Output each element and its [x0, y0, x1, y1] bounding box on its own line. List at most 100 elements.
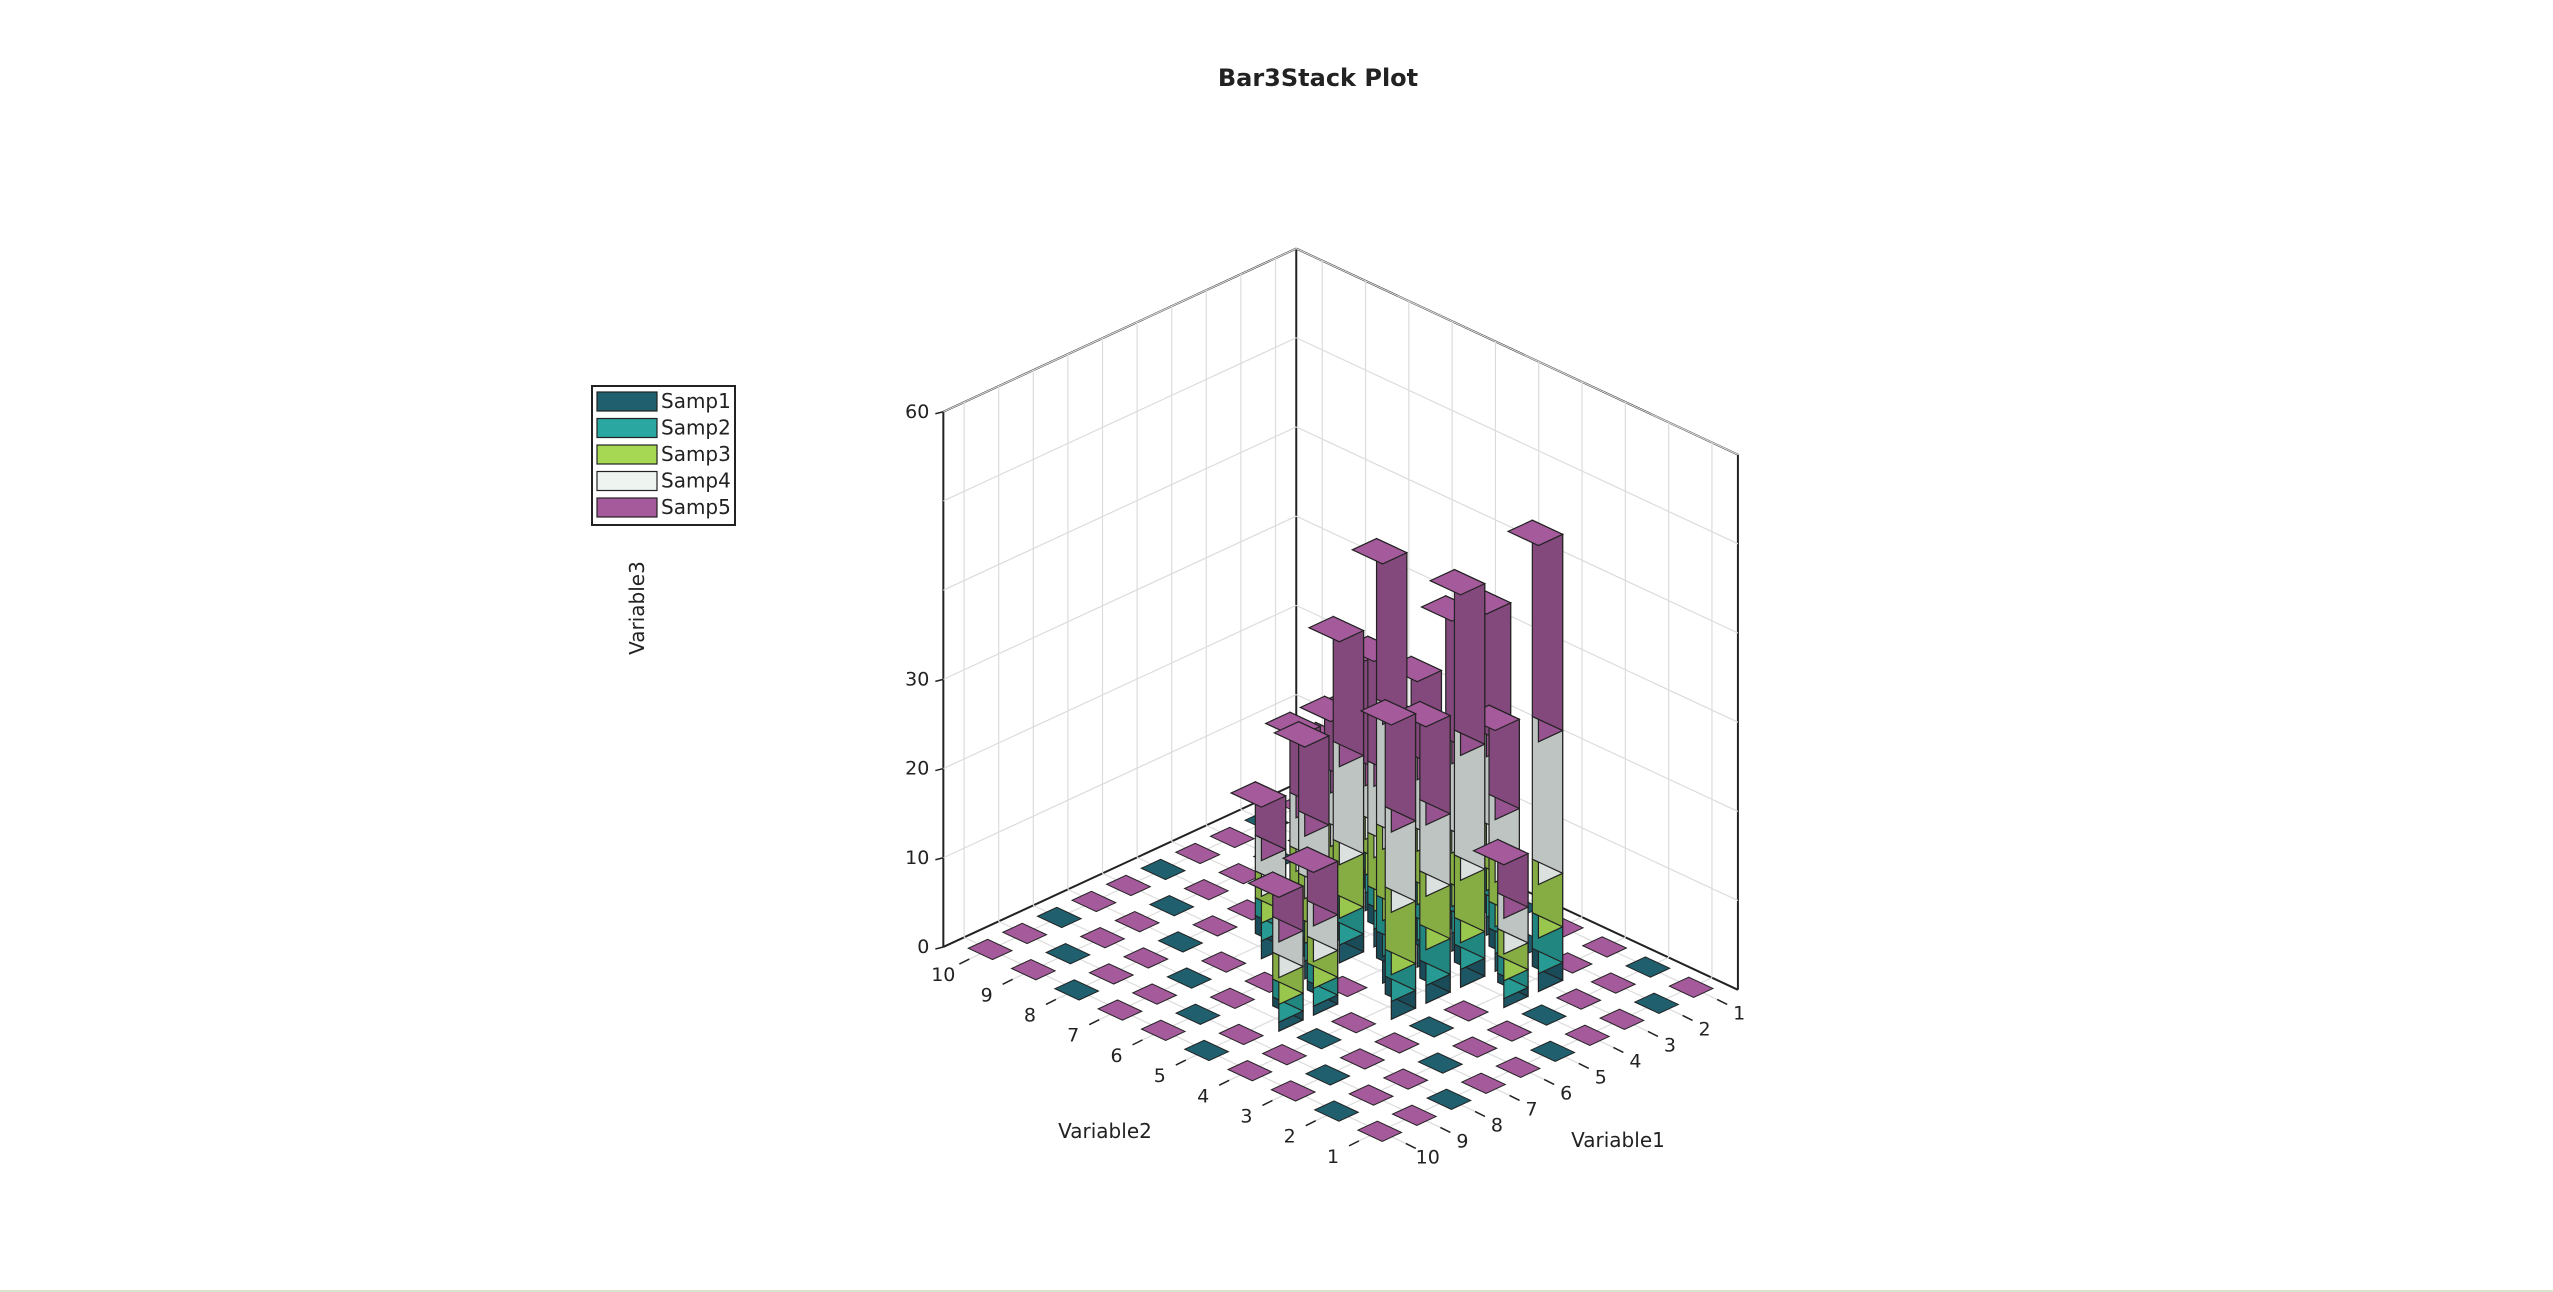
x-tick-label: 8 [1491, 1114, 1503, 1136]
floor-marker [1382, 1068, 1429, 1090]
z-tick-label: 10 [905, 847, 929, 869]
legend-swatch-samp5 [596, 497, 658, 518]
floor-marker [1261, 1043, 1308, 1066]
bar-segment-samp5 [1453, 568, 1486, 746]
floor-marker [1348, 1084, 1395, 1106]
floor-marker [1218, 1023, 1265, 1046]
legend-label-samp4: Samp4 [661, 469, 731, 493]
floor-marker [1131, 983, 1178, 1005]
floor-marker [1217, 862, 1264, 885]
z-tick-label: 20 [905, 758, 929, 780]
x-tick-label: 10 [1416, 1146, 1440, 1168]
legend-swatch-samp1 [596, 391, 658, 412]
floor-marker [1209, 826, 1256, 849]
bar-top [1272, 721, 1331, 748]
y-tick-label: 9 [981, 984, 993, 1006]
bar-top [1281, 846, 1340, 874]
y-tick-label: 6 [1110, 1045, 1122, 1067]
floor-marker [1443, 1000, 1490, 1022]
bar-segment-samp4 [1531, 715, 1564, 875]
floor-marker [1460, 1072, 1507, 1094]
floor-marker [1200, 951, 1247, 973]
floor-marker [1339, 1048, 1386, 1070]
floor-marker [1417, 1052, 1464, 1074]
floor-marker [1140, 858, 1187, 881]
floor-marker [1044, 942, 1091, 965]
stacked-bars [1229, 519, 1565, 1033]
floor-marker [1174, 1003, 1221, 1025]
bar-top [1506, 519, 1565, 547]
z-tick-label: 60 [905, 401, 929, 423]
legend-swatch-samp3 [596, 444, 658, 465]
floor-marker [1521, 1004, 1568, 1026]
floor-marker [1451, 1036, 1498, 1058]
y-tick-label: 3 [1240, 1105, 1252, 1127]
y-tick-label: 4 [1197, 1085, 1209, 1107]
floor-marker [1425, 1088, 1472, 1110]
x-tick-label: 6 [1560, 1082, 1572, 1104]
legend-swatch-samp4 [596, 470, 658, 492]
floor-marker [967, 938, 1014, 961]
floor-marker [1564, 1024, 1611, 1046]
bar-top [1350, 537, 1409, 565]
x-tick-label: 4 [1629, 1050, 1641, 1072]
legend-swatch-samp2 [596, 417, 658, 439]
floor-marker [1486, 1020, 1533, 1042]
bar-top [1428, 568, 1487, 596]
floor-marker [1408, 1016, 1455, 1038]
x-tick-label: 7 [1526, 1098, 1538, 1120]
y-tick-label: 5 [1154, 1065, 1166, 1087]
floor-marker [1590, 972, 1637, 994]
y-tick-label: 10 [931, 964, 955, 986]
floor-marker [1053, 979, 1100, 1001]
floor-marker [1529, 1040, 1576, 1062]
floor-marker [1270, 1080, 1317, 1102]
floor-marker [1105, 874, 1152, 897]
floor-marker [1555, 988, 1602, 1010]
x-tick-label: 2 [1699, 1018, 1711, 1040]
bar-top [1247, 871, 1305, 899]
floor-marker [1598, 1008, 1645, 1030]
floor-marker [1373, 1032, 1420, 1054]
z-tick-label: 30 [905, 668, 929, 690]
floor-marker [1633, 992, 1680, 1014]
y-tick-label: 1 [1327, 1146, 1339, 1168]
floor-marker [1140, 1019, 1187, 1041]
floor-marker [1088, 963, 1135, 985]
y-tick-label: 8 [1024, 1004, 1036, 1026]
y-tick-label: 2 [1284, 1126, 1296, 1148]
floor-marker [1313, 1100, 1360, 1122]
floor-markers [967, 794, 1715, 1142]
floor-marker [1668, 976, 1715, 998]
x-tick-label: 1 [1733, 1002, 1745, 1024]
x-tick-label: 3 [1664, 1034, 1676, 1056]
y-axis-label: Variable2 [1058, 1119, 1152, 1143]
floor-marker [1114, 910, 1161, 933]
floor-marker [1183, 878, 1230, 901]
floor-marker [1391, 1104, 1438, 1126]
x-tick-label: 5 [1595, 1066, 1607, 1088]
floor-marker [1209, 987, 1256, 1009]
floor-marker [1001, 922, 1048, 945]
floor-marker [1495, 1056, 1542, 1078]
x-tick-label: 9 [1456, 1130, 1468, 1152]
floor-marker [1192, 915, 1239, 937]
z-tick-label: 0 [917, 936, 929, 958]
floor-marker [1304, 1064, 1351, 1086]
floor-marker [1296, 1027, 1343, 1050]
legend-label-samp5: Samp5 [661, 495, 731, 519]
floor-marker [1624, 956, 1671, 978]
bottom-divider [0, 1290, 2553, 1292]
floor-marker [1010, 958, 1057, 981]
floor-marker [1226, 1059, 1273, 1082]
bar-top [1359, 698, 1417, 726]
legend-label-samp1: Samp1 [661, 389, 731, 413]
z-axis-label: Variable3 [625, 561, 649, 655]
bar-segment-samp5 [1531, 519, 1564, 732]
floor-marker [1070, 890, 1117, 913]
bar-top [1472, 838, 1530, 866]
floor-marker [1096, 999, 1143, 1021]
